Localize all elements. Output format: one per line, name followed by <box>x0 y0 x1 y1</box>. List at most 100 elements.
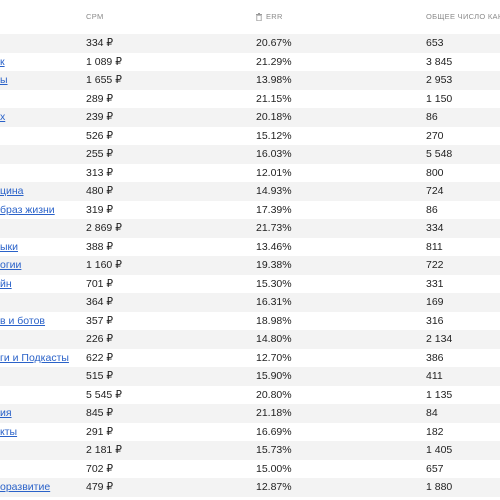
column-header-total-channels[interactable]: ОБЩЕЕ ЧИСЛО КАНАЛ <box>426 12 500 21</box>
cpm-cell: 334 ₽ <box>86 37 114 49</box>
category-link[interactable]: браз жизни <box>0 203 55 216</box>
category-link[interactable]: оразвитие <box>0 481 51 493</box>
category-cell: цина <box>0 182 84 201</box>
category-cell: кты <box>0 423 84 442</box>
category-cell: ы <box>0 71 84 90</box>
err-cell: 15.73% <box>256 444 292 456</box>
cpm-cell: 526 ₽ <box>86 129 114 142</box>
cpm-cell: 226 ₽ <box>86 333 114 345</box>
cpm-cell: 1 655 ₽ <box>86 74 122 86</box>
category-link[interactable]: кты <box>0 425 18 438</box>
cpm-cell: 479 ₽ <box>86 481 114 493</box>
total-channels-cell: 1 405 <box>426 444 453 456</box>
table-row: оразвитие 479 ₽ 12.87% 1 880 <box>0 478 500 497</box>
table-row: в и ботов 357 ₽ 18.98% 316 <box>0 312 500 331</box>
cpm-cell: 480 ₽ <box>86 185 114 197</box>
cpm-cell: 1 160 ₽ <box>86 259 122 271</box>
category-cell: браз жизни <box>0 201 84 220</box>
category-link[interactable]: к <box>0 55 5 68</box>
category-cell: ия <box>0 404 84 423</box>
total-channels-cell: 84 <box>426 407 438 419</box>
category-cell: ыки <box>0 238 84 257</box>
category-link[interactable]: йн <box>0 277 12 290</box>
category-link[interactable]: ия <box>0 407 12 419</box>
total-channels-cell: 2 134 <box>426 333 453 345</box>
category-link[interactable]: ыки <box>0 240 19 253</box>
cpm-cell: 1 089 ₽ <box>86 55 122 68</box>
total-channels-cell: 334 <box>426 222 444 234</box>
table-row: 364 ₽ 16.31% 169 <box>0 293 500 312</box>
total-channels-cell: 411 <box>426 370 443 382</box>
cpm-cell: 622 ₽ <box>86 351 114 364</box>
cpm-cell: 515 ₽ <box>86 370 114 382</box>
category-link[interactable]: х <box>0 111 6 123</box>
err-cell: 21.18% <box>256 407 292 419</box>
table-row: 313 ₽ 12.01% 800 <box>0 164 500 183</box>
category-cell: ги и Подкасты <box>0 349 84 368</box>
table-row: 526 ₽ 15.12% 270 <box>0 127 500 146</box>
column-header-err[interactable]: ERR <box>256 12 283 21</box>
category-link[interactable]: ы <box>0 74 8 86</box>
total-channels-cell: 86 <box>426 203 438 216</box>
total-channels-cell: 270 <box>426 129 444 142</box>
category-link[interactable]: ги и Подкасты <box>0 351 69 364</box>
table-row: ыки 388 ₽ 13.46% 811 <box>0 238 500 257</box>
cpm-cell: 364 ₽ <box>86 296 114 308</box>
err-cell: 21.29% <box>256 55 292 68</box>
total-channels-cell: 724 <box>426 185 444 197</box>
total-channels-cell: 386 <box>426 351 444 364</box>
cpm-cell: 291 ₽ <box>86 425 114 438</box>
total-channels-cell: 3 845 <box>426 55 453 68</box>
cpm-cell: 239 ₽ <box>86 111 114 123</box>
cpm-cell: 289 ₽ <box>86 92 114 105</box>
err-cell: 18.98% <box>256 314 292 327</box>
cpm-cell: 5 545 ₽ <box>86 388 122 401</box>
table-row: 5 545 ₽ 20.80% 1 135 <box>0 386 500 405</box>
table-row: 289 ₽ 21.15% 1 150 <box>0 90 500 109</box>
err-cell: 14.80% <box>256 333 292 345</box>
table-row: 2 869 ₽ 21.73% 334 <box>0 219 500 238</box>
table-row: ы 1 655 ₽ 13.98% 2 953 <box>0 71 500 90</box>
table-row: 515 ₽ 15.90% 411 <box>0 367 500 386</box>
table-row: цина 480 ₽ 14.93% 724 <box>0 182 500 201</box>
table-row: ги и Подкасты 622 ₽ 12.70% 386 <box>0 349 500 368</box>
table-row: йн 701 ₽ 15.30% 331 <box>0 275 500 294</box>
err-cell: 16.03% <box>256 148 292 160</box>
table-row: 226 ₽ 14.80% 2 134 <box>0 330 500 349</box>
table-row: 255 ₽ 16.03% 5 548 <box>0 145 500 164</box>
trash-icon <box>256 12 262 21</box>
err-cell: 13.46% <box>256 240 292 253</box>
table-row: 2 181 ₽ 15.73% 1 405 <box>0 441 500 460</box>
err-cell: 12.70% <box>256 351 292 364</box>
cpm-cell: 255 ₽ <box>86 148 114 160</box>
err-cell: 17.39% <box>256 203 292 216</box>
table-row: к 1 089 ₽ 21.29% 3 845 <box>0 53 500 72</box>
err-cell: 21.15% <box>256 92 292 105</box>
total-channels-cell: 653 <box>426 37 444 49</box>
cpm-cell: 702 ₽ <box>86 462 114 475</box>
cpm-cell: 319 ₽ <box>86 203 114 216</box>
column-header-cpm[interactable]: CPM <box>86 12 104 21</box>
category-cell: в и ботов <box>0 312 84 331</box>
err-cell: 15.00% <box>256 462 292 475</box>
category-link[interactable]: в и ботов <box>0 314 46 327</box>
table-row: ия 845 ₽ 21.18% 84 <box>0 404 500 423</box>
table-row: 334 ₽ 20.67% 653 <box>0 34 500 53</box>
cpm-cell: 357 ₽ <box>86 314 114 327</box>
err-cell: 16.69% <box>256 425 292 438</box>
err-cell: 15.12% <box>256 129 292 142</box>
err-cell: 20.80% <box>256 388 292 401</box>
table-header: CPM ERR ОБЩЕЕ ЧИСЛО КАНАЛ <box>0 0 500 34</box>
cpm-cell: 701 ₽ <box>86 277 114 290</box>
category-link[interactable]: цина <box>0 185 24 197</box>
total-channels-cell: 182 <box>426 425 444 438</box>
category-link[interactable]: огии <box>0 259 22 271</box>
err-cell: 16.31% <box>256 296 292 308</box>
category-cell: огии <box>0 256 84 275</box>
total-channels-cell: 657 <box>426 462 444 475</box>
table-row: огии 1 160 ₽ 19.38% 722 <box>0 256 500 275</box>
err-cell: 12.87% <box>256 481 292 493</box>
total-channels-cell: 1 150 <box>426 92 453 105</box>
err-cell: 13.98% <box>256 74 292 86</box>
